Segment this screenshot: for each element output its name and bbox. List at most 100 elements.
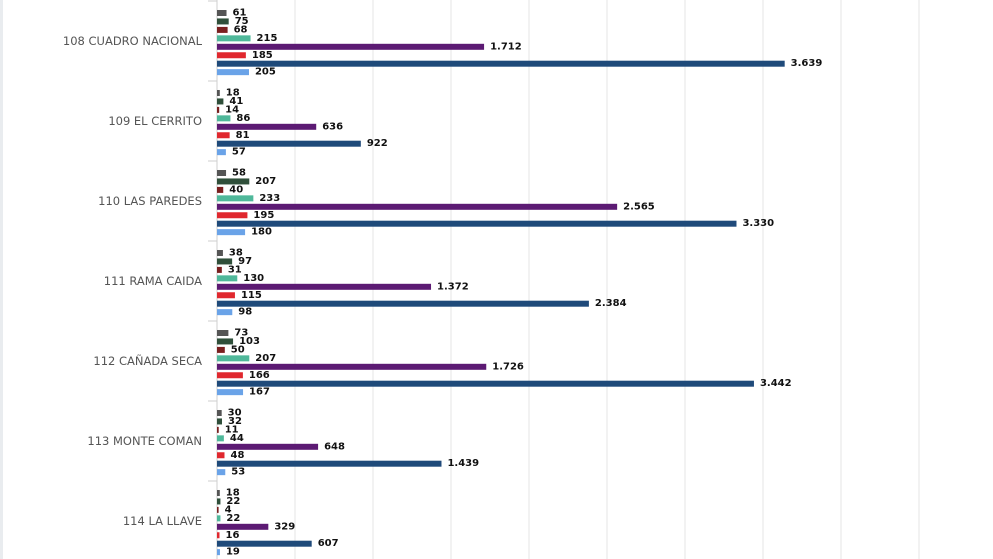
value-label: 75 — [235, 16, 249, 27]
value-label: 31 — [228, 264, 242, 275]
bar — [217, 170, 227, 176]
value-label: 2.565 — [623, 201, 655, 212]
value-label: 4 — [225, 504, 232, 515]
bar — [217, 309, 233, 316]
value-label: 167 — [249, 387, 270, 398]
bar — [217, 18, 229, 25]
value-label: 30 — [228, 408, 242, 419]
value-label: 1.439 — [447, 458, 479, 469]
value-label: 86 — [236, 113, 250, 124]
value-label: 22 — [226, 496, 240, 507]
bar — [217, 443, 319, 450]
bar — [217, 372, 243, 379]
bar — [217, 410, 222, 416]
value-label: 22 — [226, 513, 240, 524]
bar — [217, 380, 754, 387]
value-label: 2.384 — [595, 298, 627, 309]
value-label: 3.442 — [760, 378, 792, 389]
value-label: 205 — [255, 67, 276, 78]
bar — [217, 283, 432, 290]
value-label: 18 — [226, 488, 240, 499]
bar — [217, 532, 220, 539]
value-label: 81 — [236, 130, 250, 141]
bar — [217, 26, 228, 33]
bar — [217, 250, 223, 256]
category-label: 109 EL CERRITO — [108, 114, 202, 128]
value-label: 607 — [318, 538, 339, 549]
bar — [217, 426, 219, 433]
bar — [217, 389, 244, 396]
bar — [217, 355, 250, 362]
value-label: 922 — [367, 138, 388, 149]
value-label: 1.726 — [492, 361, 524, 372]
value-label: 50 — [231, 344, 245, 355]
value-label: 18 — [226, 88, 240, 99]
bar — [217, 300, 589, 307]
bar — [217, 363, 487, 370]
value-label: 11 — [225, 424, 239, 435]
bar — [217, 52, 246, 59]
value-label: 1.712 — [490, 41, 522, 52]
value-label: 40 — [229, 184, 243, 195]
value-label: 48 — [230, 450, 244, 461]
value-label: 180 — [251, 227, 272, 238]
bar — [217, 220, 737, 227]
value-label: 19 — [226, 547, 240, 558]
category-label: 114 LA LLAVE — [123, 514, 202, 528]
value-label: 3.330 — [742, 218, 774, 229]
bar — [217, 275, 238, 282]
bar — [217, 490, 220, 496]
value-label: 329 — [274, 521, 295, 532]
page-left-border — [0, 0, 3, 559]
bar — [217, 178, 250, 185]
value-label: 44 — [230, 433, 244, 444]
value-label: 97 — [238, 256, 252, 267]
bar — [217, 10, 227, 16]
value-label: 98 — [238, 307, 252, 318]
category-label: 108 CUADRO NACIONAL — [63, 34, 203, 48]
category-label: 113 MONTE COMAN — [87, 434, 202, 448]
bar — [217, 452, 225, 459]
bar — [217, 330, 229, 336]
value-label: 195 — [253, 210, 274, 221]
bar — [217, 549, 220, 556]
value-label: 14 — [225, 104, 239, 115]
category-label: 112 CAÑADA SECA — [93, 353, 202, 368]
value-label: 1.372 — [437, 281, 469, 292]
value-label: 68 — [234, 24, 248, 35]
value-label: 41 — [229, 96, 243, 107]
value-label: 32 — [228, 416, 242, 427]
category-label: 111 RAMA CAIDA — [104, 274, 202, 288]
value-label: 103 — [239, 336, 260, 347]
value-label: 215 — [257, 33, 278, 44]
value-label: 57 — [232, 147, 246, 158]
bar — [217, 460, 442, 467]
bar — [217, 69, 249, 76]
bar — [217, 140, 361, 147]
value-label: 166 — [249, 370, 270, 381]
value-label: 53 — [231, 467, 245, 478]
bar — [217, 186, 224, 193]
bar — [217, 115, 231, 122]
bar — [217, 469, 226, 476]
value-label: 233 — [259, 193, 280, 204]
bar — [217, 35, 251, 42]
value-label: 61 — [233, 8, 247, 19]
bar — [217, 540, 312, 547]
value-label: 207 — [255, 176, 276, 187]
value-label: 58 — [232, 168, 246, 179]
value-label: 207 — [255, 353, 276, 364]
bar — [217, 60, 785, 67]
bar — [217, 195, 254, 202]
bar — [217, 266, 222, 273]
bar — [217, 435, 224, 442]
value-label: 16 — [225, 530, 239, 541]
bar — [217, 229, 246, 236]
bar — [217, 346, 225, 353]
value-label: 648 — [324, 441, 345, 452]
value-label: 130 — [243, 273, 264, 284]
value-label: 636 — [322, 121, 343, 132]
bar — [217, 498, 221, 505]
bar — [217, 106, 220, 113]
